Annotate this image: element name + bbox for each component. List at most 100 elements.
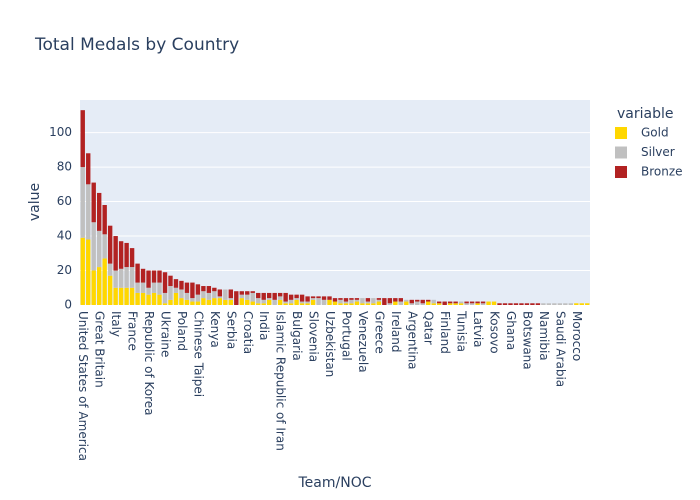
bar bbox=[305, 296, 310, 302]
bar bbox=[102, 234, 107, 259]
bar bbox=[80, 110, 85, 168]
bar bbox=[376, 299, 382, 302]
bar bbox=[288, 303, 294, 305]
bar bbox=[146, 270, 151, 288]
bar bbox=[431, 303, 436, 305]
bar bbox=[91, 270, 96, 305]
bar bbox=[113, 287, 118, 305]
legend-label: Silver bbox=[641, 145, 675, 159]
bar bbox=[513, 303, 519, 305]
bar bbox=[585, 303, 590, 305]
bar bbox=[129, 248, 135, 268]
bar bbox=[217, 289, 223, 297]
bar bbox=[294, 294, 299, 299]
legend-label: Bronze bbox=[641, 165, 683, 179]
bar bbox=[535, 303, 541, 305]
bar bbox=[338, 298, 343, 300]
bar bbox=[267, 298, 272, 300]
bar bbox=[546, 303, 552, 305]
bar bbox=[223, 299, 228, 305]
bar bbox=[151, 292, 157, 305]
bar bbox=[519, 303, 524, 305]
x-tick-label: Ukraine bbox=[159, 311, 173, 357]
bar bbox=[272, 299, 277, 305]
bar bbox=[201, 286, 206, 292]
bar bbox=[332, 301, 338, 305]
bar bbox=[267, 299, 272, 305]
bar bbox=[365, 303, 371, 305]
x-tick-label: Venezuela bbox=[356, 311, 370, 373]
bar bbox=[201, 291, 206, 299]
bar bbox=[360, 303, 365, 305]
bar bbox=[475, 301, 480, 304]
bar bbox=[426, 299, 431, 302]
x-tick-label: Saudi Arabia bbox=[553, 311, 567, 387]
bar bbox=[332, 298, 338, 302]
bar bbox=[261, 292, 266, 300]
bar bbox=[135, 282, 140, 293]
bar bbox=[305, 301, 310, 304]
bar bbox=[179, 280, 184, 290]
bar bbox=[409, 299, 414, 304]
bar bbox=[338, 299, 343, 304]
bar bbox=[272, 292, 277, 300]
bar bbox=[541, 303, 546, 305]
bar bbox=[294, 298, 299, 300]
bar bbox=[151, 270, 157, 283]
x-tick-label: Croatia bbox=[241, 311, 255, 354]
bar bbox=[437, 303, 442, 305]
bar bbox=[168, 299, 173, 305]
bar bbox=[118, 241, 124, 269]
bar bbox=[299, 301, 305, 304]
bar bbox=[217, 298, 223, 305]
bar bbox=[480, 301, 486, 304]
bar bbox=[135, 292, 140, 305]
bar bbox=[277, 292, 283, 297]
bar bbox=[173, 279, 179, 288]
y-axis-title: value bbox=[27, 183, 43, 221]
bar bbox=[294, 299, 299, 305]
bar bbox=[387, 303, 393, 305]
bar bbox=[354, 299, 360, 302]
bar bbox=[288, 294, 294, 300]
bar bbox=[184, 299, 190, 305]
x-tick-label: Portugal bbox=[339, 311, 353, 361]
bar bbox=[86, 153, 91, 185]
bar bbox=[228, 299, 233, 305]
bar bbox=[486, 301, 491, 305]
bar bbox=[124, 242, 129, 268]
bar bbox=[398, 298, 403, 302]
bar bbox=[217, 296, 223, 299]
bar bbox=[393, 301, 398, 305]
bar bbox=[184, 282, 190, 293]
bar bbox=[458, 301, 464, 304]
bar bbox=[349, 303, 354, 305]
x-tick-label: Republic of Korea bbox=[142, 311, 156, 416]
bar bbox=[201, 298, 206, 305]
x-tick-label: Italy bbox=[109, 311, 123, 337]
x-tick-label: France bbox=[126, 311, 140, 351]
bar bbox=[404, 299, 409, 302]
x-tick-label: Namibia bbox=[537, 311, 551, 361]
bar bbox=[299, 303, 305, 305]
bar bbox=[102, 258, 107, 305]
bar bbox=[491, 301, 497, 305]
bar bbox=[135, 263, 140, 283]
bar bbox=[316, 296, 321, 299]
bar bbox=[277, 296, 283, 300]
bar bbox=[245, 299, 250, 305]
x-tick-label: Slovenia bbox=[307, 311, 321, 362]
bar bbox=[173, 292, 179, 305]
bar bbox=[277, 299, 283, 305]
x-axis-title: Team/NOC bbox=[298, 475, 372, 491]
bar bbox=[140, 292, 146, 305]
bar bbox=[250, 301, 255, 305]
x-tick-label: Botswana bbox=[520, 311, 534, 370]
bar bbox=[299, 294, 305, 302]
bar bbox=[228, 289, 233, 299]
bar bbox=[239, 298, 244, 305]
bar bbox=[91, 182, 96, 223]
x-tick-label: Uzbekistan bbox=[323, 311, 337, 377]
bar bbox=[469, 303, 475, 305]
bar bbox=[442, 301, 447, 305]
